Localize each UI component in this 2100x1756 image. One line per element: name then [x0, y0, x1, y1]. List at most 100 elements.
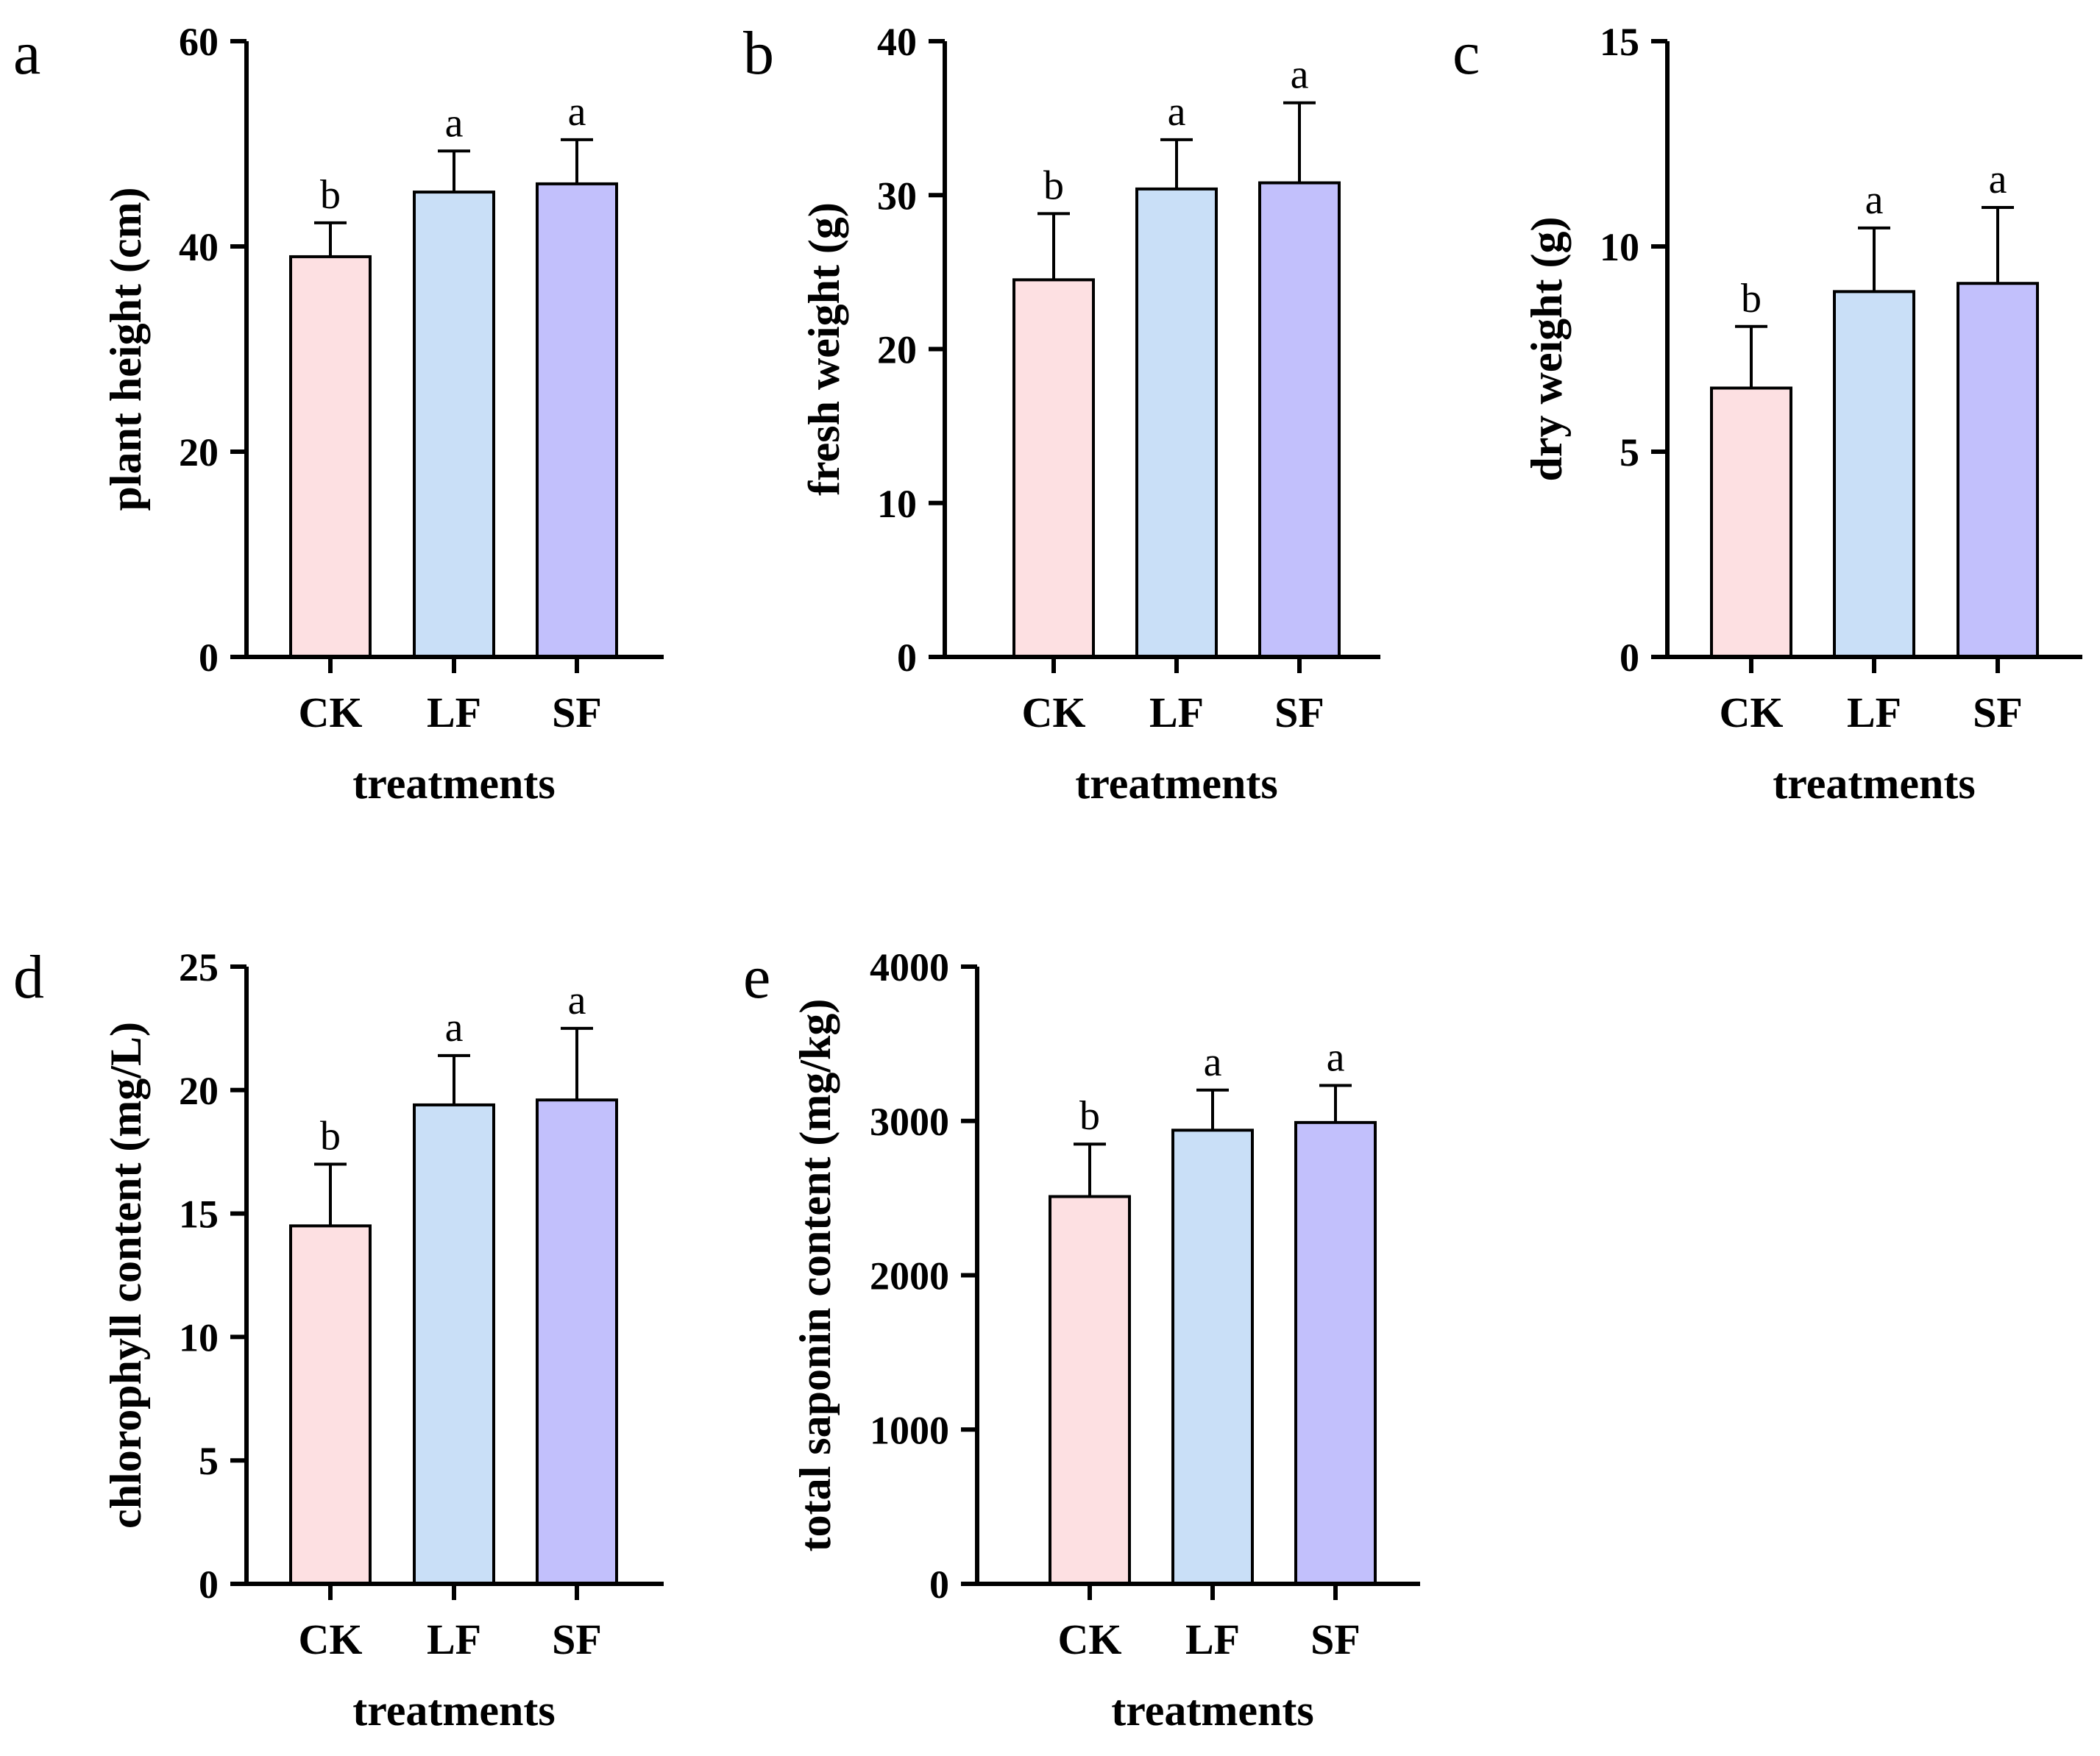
error-bar — [561, 138, 593, 184]
significance-label: b — [1079, 1093, 1100, 1139]
significance-label: b — [1043, 163, 1064, 208]
error-bar — [1319, 1084, 1352, 1123]
significance-label: a — [1327, 1035, 1345, 1081]
y-tick-label: 20 — [877, 328, 917, 372]
error-bar — [1283, 101, 1316, 183]
bar-ck — [1012, 278, 1095, 658]
bar-sf — [536, 1098, 618, 1585]
panel-letter: a — [13, 19, 40, 88]
category-label: SF — [552, 1615, 602, 1663]
category-label: LF — [427, 689, 481, 736]
significance-label: a — [445, 100, 464, 146]
chart-panel-b: b b CK a LF a SF 0 10 20 30 40 fresh weight (g) treat… — [743, 19, 1380, 808]
bar-ck — [1049, 1195, 1131, 1585]
y-tick-label: 5 — [1620, 430, 1639, 474]
category-label: SF — [1973, 689, 2023, 736]
category-label: LF — [1149, 689, 1204, 736]
error-bar — [1160, 138, 1193, 189]
x-axis-title: treatments — [1111, 1686, 1313, 1735]
error-bar — [314, 221, 347, 257]
panel-letter: b — [743, 19, 774, 88]
bar-sf — [536, 182, 618, 658]
bar-lf — [1135, 187, 1218, 658]
y-tick-label: 0 — [199, 636, 219, 680]
y-tick-label: 40 — [877, 20, 917, 64]
x-axis-title: treatments — [352, 759, 555, 808]
category-label: CK — [1058, 1615, 1122, 1663]
significance-label: a — [445, 1005, 464, 1051]
y-tick-label: 15 — [179, 1192, 219, 1237]
y-tick-label: 1000 — [870, 1408, 949, 1452]
error-bar — [438, 1053, 470, 1105]
x-axis-title: treatments — [352, 1686, 555, 1735]
bar-ck — [1710, 386, 1792, 658]
error-bar — [1074, 1142, 1106, 1197]
significance-label: a — [568, 89, 586, 135]
y-tick-label: 15 — [1600, 20, 1639, 64]
error-bar — [1858, 226, 1890, 292]
panel-letter: d — [13, 943, 44, 1012]
chart-panel-c: c b CK a LF a SF 0 5 10 15 dry weight (g) treatments — [1452, 19, 2082, 808]
significance-label: a — [1865, 177, 1884, 223]
y-tick-label: 3000 — [870, 1100, 949, 1144]
error-bar — [561, 1026, 593, 1101]
error-bar — [1735, 324, 1767, 388]
bar-ck — [289, 1224, 372, 1585]
bar-ck — [289, 255, 372, 658]
significance-label: a — [1989, 157, 2007, 202]
x-axis-title: treatments — [1773, 759, 1975, 808]
significance-label: b — [320, 1113, 341, 1159]
bar-sf — [1957, 282, 2039, 658]
category-label: CK — [299, 1615, 363, 1663]
bar-lf — [413, 1103, 495, 1586]
y-tick-label: 10 — [1600, 225, 1639, 269]
significance-label: a — [1204, 1039, 1222, 1085]
error-bar — [1196, 1088, 1229, 1131]
y-tick-label: 30 — [877, 174, 917, 218]
category-label: SF — [1274, 689, 1324, 736]
y-tick-label: 60 — [179, 20, 219, 64]
panel-letter: e — [743, 943, 770, 1012]
chart-panel-a: a b CK a LF a SF 0 20 40 60 plant height (cm) treatm… — [13, 19, 664, 808]
significance-label: a — [1291, 52, 1309, 98]
y-tick-label: 5 — [199, 1439, 219, 1483]
significance-label: a — [568, 978, 586, 1023]
category-label: LF — [1185, 1615, 1240, 1663]
category-label: CK — [1022, 689, 1086, 736]
y-tick-label: 10 — [877, 482, 917, 526]
significance-label: b — [1741, 276, 1762, 321]
bar-sf — [1294, 1120, 1377, 1586]
error-bar — [314, 1162, 347, 1226]
significance-label: a — [1168, 89, 1186, 135]
category-label: SF — [552, 689, 602, 736]
bar-sf — [1258, 181, 1341, 658]
y-tick-label: 20 — [179, 430, 219, 474]
y-tick-label: 0 — [929, 1563, 949, 1607]
y-axis-title: fresh weight (g) — [800, 202, 848, 496]
y-tick-label: 4000 — [870, 945, 949, 989]
chart-panel-e: e b CK a LF a SF 0 1000 2000 3000 4000 total saponin… — [743, 943, 1420, 1735]
y-tick-label: 25 — [179, 945, 219, 989]
y-tick-label: 10 — [179, 1315, 219, 1359]
y-axis-title: chlorophyll content (mg/L) — [102, 1022, 150, 1529]
significance-label: b — [320, 172, 341, 218]
error-bar — [1982, 205, 2014, 284]
y-tick-label: 0 — [897, 636, 917, 680]
y-tick-label: 40 — [179, 225, 219, 269]
category-label: LF — [1847, 689, 1901, 736]
y-axis-title: total saponin content (mg/kg) — [791, 999, 840, 1552]
y-axis-title: dry weight (g) — [1522, 217, 1571, 482]
chart-panel-d: d b CK a LF a SF 0 5 10 15 20 25 chlorophyll content … — [13, 943, 664, 1735]
y-axis-title: plant height (cm) — [102, 188, 150, 511]
panel-letter: c — [1452, 19, 1480, 88]
x-axis-title: treatments — [1075, 759, 1277, 808]
bar-lf — [413, 191, 495, 658]
error-bar — [1037, 212, 1070, 280]
y-tick-label: 0 — [1620, 636, 1639, 680]
y-tick-label: 0 — [199, 1563, 219, 1607]
bar-lf — [1171, 1128, 1254, 1585]
error-bar — [438, 149, 470, 193]
category-label: CK — [1720, 689, 1784, 736]
category-label: CK — [299, 689, 363, 736]
